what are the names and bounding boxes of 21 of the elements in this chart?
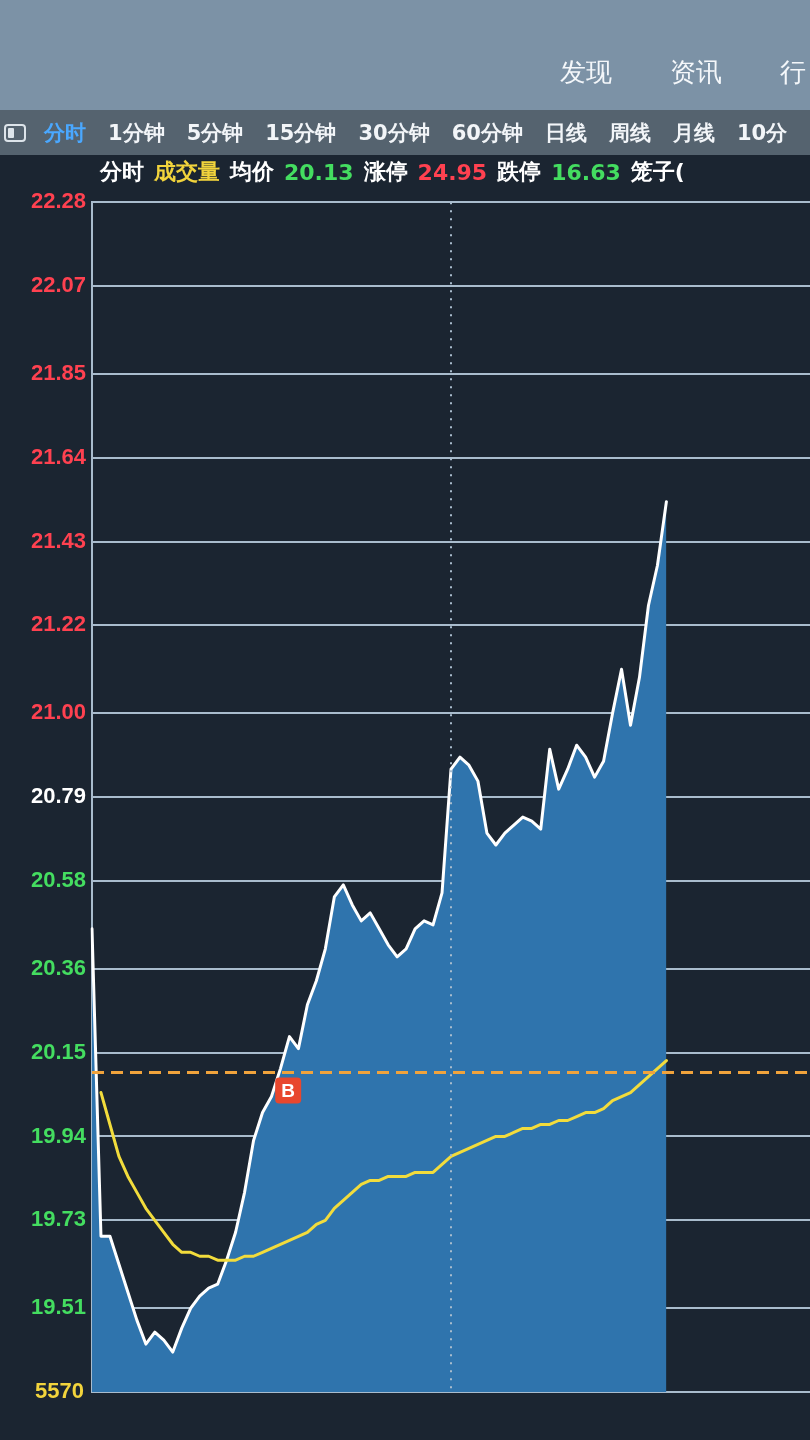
y-tick-label: 20.15	[30, 1038, 86, 1064]
y-tick-label: 21.00	[30, 699, 86, 725]
y-tick-label: 19.51	[30, 1294, 86, 1320]
text: 发现	[560, 56, 612, 88]
y-tick-label: 19.94	[30, 1122, 87, 1148]
text: 资讯	[670, 56, 722, 88]
y-tick-label: 21.85	[30, 359, 86, 385]
y-tick-label: 21.22	[30, 611, 86, 637]
text: 行	[780, 56, 806, 88]
chart-title: 分时 成交量 均价 20.13 涨停 24.95 跌停 16.63 笼子(	[100, 159, 685, 185]
ref-line-label: B	[281, 1079, 296, 1101]
y-tick-label: 21.43	[30, 527, 86, 553]
y-tick-label: 19.73	[30, 1206, 86, 1232]
text: 分时 1分钟 5分钟 15分钟 30分钟 60分钟 日线 周线 月线 10分	[44, 120, 788, 145]
text: 5570	[35, 1378, 84, 1404]
y-tick-label: 22.07	[30, 272, 86, 298]
y-tick-label: 20.36	[30, 954, 86, 980]
y-tick-label: 22.28	[30, 188, 86, 214]
y-tick-label: 20.58	[30, 867, 86, 893]
y-tick-label: 21.64	[30, 443, 87, 469]
y-tick-label: 20.79	[30, 783, 86, 809]
